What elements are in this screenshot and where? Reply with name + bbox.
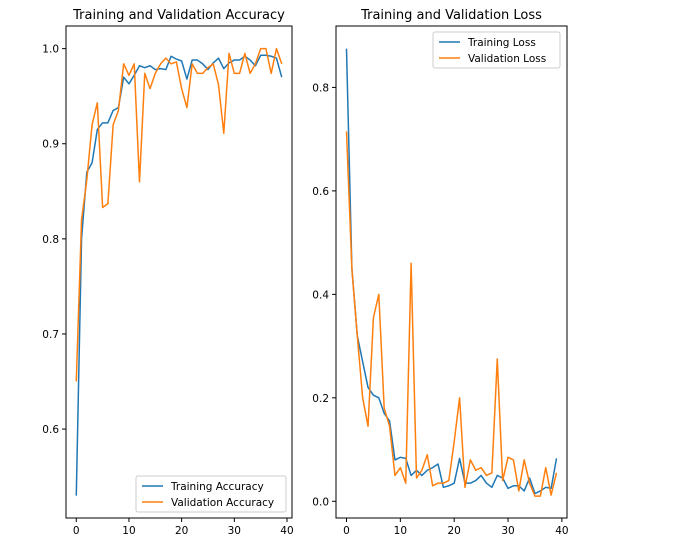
- x-tick-label: 10: [394, 525, 407, 537]
- chart-title: Training and Validation Loss: [360, 8, 542, 23]
- legend-label: Validation Loss: [468, 53, 546, 65]
- x-tick-label: 10: [122, 525, 135, 537]
- x-tick-label: 30: [501, 525, 514, 537]
- axes-frame: [335, 25, 568, 519]
- y-tick-label: 1.0: [42, 44, 59, 56]
- y-tick-label: 0.9: [42, 139, 59, 151]
- y-tick-label: 0.7: [42, 329, 59, 341]
- legend: Training Accuracy Validation Accuracy: [135, 475, 287, 513]
- x-tick-label: 20: [448, 525, 461, 537]
- y-tick-label: 0.4: [312, 289, 329, 301]
- y-tick-label: 0.8: [42, 234, 59, 246]
- y-tick-label: 0.0: [312, 496, 329, 508]
- legend-box: [432, 31, 561, 69]
- y-tick-label: 0.8: [312, 82, 329, 94]
- x-tick-label: 40: [280, 525, 293, 537]
- y-tick-label: 0.2: [312, 393, 329, 405]
- series-line-training-accuracy: [75, 54, 283, 496]
- series-line-validation-loss: [345, 131, 558, 497]
- legend-label: Validation Accuracy: [171, 497, 274, 509]
- legend-box: [135, 475, 287, 513]
- axes-frame: [65, 25, 293, 519]
- x-tick-label: 0: [73, 525, 80, 537]
- x-tick-label: 0: [343, 525, 350, 537]
- series-line-validation-accuracy: [75, 47, 283, 382]
- accuracy-chart: Training and Validation Accuracy 0 10 20 30 4…: [42, 8, 293, 537]
- y-tick-label: 0.6: [312, 186, 329, 198]
- legend: Training Loss Validation Loss: [432, 31, 561, 69]
- x-tick-label: 40: [555, 525, 568, 537]
- loss-chart: Training and Validation Loss 0 10 20 30 40 0.0…: [312, 8, 568, 537]
- legend-label: Training Loss: [467, 37, 536, 49]
- y-tick-label: 0.6: [42, 424, 59, 436]
- chart-title: Training and Validation Accuracy: [72, 8, 285, 23]
- legend-label: Training Accuracy: [170, 481, 264, 493]
- x-tick-label: 20: [175, 525, 188, 537]
- series-line-training-loss: [345, 48, 558, 495]
- x-tick-label: 30: [228, 525, 241, 537]
